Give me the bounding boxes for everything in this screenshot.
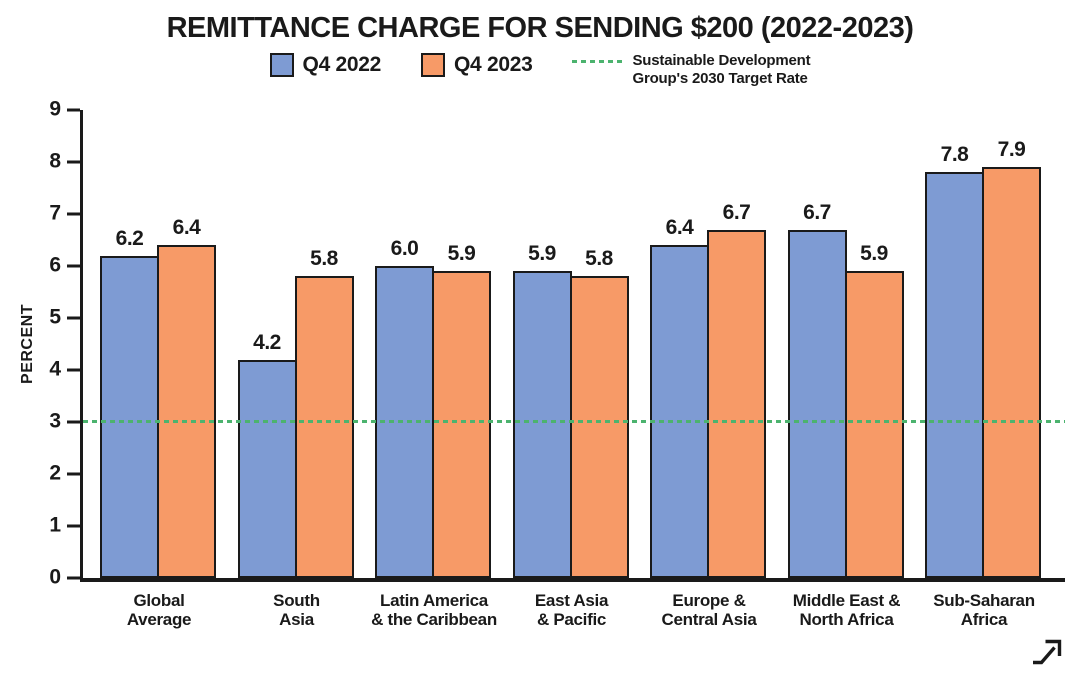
y-axis-tick-label: 5 — [49, 305, 61, 329]
bar-q4-2023: 5.9 — [432, 242, 491, 578]
bar-value-label: 6.4 — [172, 216, 201, 240]
bar-value-label: 4.2 — [253, 330, 281, 354]
y-axis-tick — [67, 524, 80, 528]
y-axis-tick-label: 2 — [49, 461, 61, 485]
x-category-label: South Asia — [273, 591, 320, 630]
y-axis-tick — [67, 472, 80, 476]
bar-q4-2023: 5.8 — [294, 247, 354, 578]
legend-item-q4-2022: Q4 2022 — [269, 52, 382, 78]
x-category-label: East Asia & Pacific — [534, 591, 609, 630]
legend-item-target-line: Sustainable Development Group's 2030 Tar… — [572, 52, 811, 88]
y-axis-tick — [67, 420, 80, 424]
bar-q4-2023: 7.9 — [982, 138, 1041, 578]
legend-label-q4-2023: Q4 2023 — [454, 53, 533, 76]
bar-value-label: 5.9 — [447, 242, 476, 266]
bar-q4-2022: 6.4 — [650, 216, 709, 578]
x-category-label: Middle East & North Africa — [792, 591, 901, 630]
bar-pair: 6.0 5.9 — [375, 110, 493, 578]
y-axis-title: PERCENT — [19, 304, 36, 384]
target-line — [83, 420, 1065, 424]
bar-value-label: 7.9 — [997, 138, 1026, 162]
bar-value-label: 6.7 — [803, 200, 831, 224]
bar-q4-2022: 4.2 — [237, 331, 297, 578]
bar-group: 7.8 7.9 Sub-Saharan Africa — [925, 110, 1043, 629]
x-category-label: Sub-Saharan Africa — [933, 591, 1035, 630]
chart-title: REMITTANCE CHARGE FOR SENDING $200 (2022… — [166, 12, 914, 44]
y-axis-tick — [67, 160, 80, 164]
bar-q4-2022: 7.8 — [925, 143, 984, 578]
x-category-label: Latin America & the Caribbean — [371, 591, 497, 630]
y-axis-tick-label: 8 — [49, 149, 61, 173]
bar-group: 6.2 6.4 Global Average — [100, 110, 218, 629]
legend-swatch-q4-2023 — [421, 53, 446, 77]
bar-q4-2022: 6.7 — [787, 201, 847, 578]
bar-pair: 7.8 7.9 — [925, 110, 1043, 578]
y-axis-tick — [67, 316, 80, 320]
bar-value-label: 5.9 — [528, 242, 556, 266]
bar-q4-2022: 6.2 — [100, 227, 159, 578]
bar-q4-2023: 6.7 — [707, 201, 766, 578]
legend-label-q4-2022: Q4 2022 — [302, 53, 382, 76]
bar-value-label: 6.4 — [665, 216, 694, 240]
legend-target-label: Sustainable Development Group's 2030 Tar… — [632, 52, 811, 87]
y-axis-tick-label: 4 — [49, 357, 61, 381]
bar-q4-2023: 5.9 — [844, 242, 904, 578]
y-axis-tick — [67, 108, 80, 112]
bar-pair: 6.2 6.4 — [100, 110, 218, 578]
bar-pair: 6.4 6.7 — [650, 110, 768, 578]
bar-pair: 4.2 5.8 — [237, 110, 356, 578]
bar-q4-2022: 5.9 — [512, 242, 572, 578]
y-axis-tick-label: 6 — [49, 253, 61, 277]
plot-area: 0 1 2 3 4 5 6 7 8 9 6.2 6.4 Global Average 4.2 5.8 Sou… — [49, 99, 1065, 629]
bars-area: 6.2 6.4 Global Average 4.2 5.8 South Asia 6.0 5… — [100, 110, 1043, 629]
y-axis-tick-label: 3 — [49, 409, 61, 433]
y-axis-tick-label: 0 — [49, 565, 61, 589]
trending-up-arrow-icon[interactable] — [1030, 637, 1064, 665]
bar-value-label: 6.0 — [390, 237, 419, 261]
bar-q4-2023: 6.4 — [157, 216, 216, 578]
bar-value-label: 5.8 — [310, 247, 338, 271]
bar-group: 5.9 5.8 East Asia & Pacific — [512, 110, 631, 629]
x-category-label: Europe & Central Asia — [661, 591, 757, 630]
y-axis-tick — [67, 368, 80, 372]
y-axis-tick-label: 7 — [49, 201, 61, 225]
bar-group: 6.7 5.9 Middle East & North Africa — [787, 110, 906, 629]
legend-target-dash — [572, 60, 625, 63]
bar-value-label: 6.7 — [722, 200, 751, 224]
bar-value-label: 5.8 — [585, 247, 613, 271]
bar-pair: 5.9 5.8 — [512, 110, 631, 578]
bar-group: 4.2 5.8 South Asia — [237, 110, 356, 629]
bar-q4-2023: 5.8 — [569, 247, 629, 578]
y-axis-tick — [67, 576, 80, 580]
y-axis-tick — [67, 212, 80, 216]
legend: Q4 2022 Q4 2023 Sustainable Development … — [0, 52, 1080, 88]
y-axis-tick — [67, 264, 80, 268]
bar-pair: 6.7 5.9 — [787, 110, 906, 578]
legend-swatch-q4-2022 — [269, 53, 294, 77]
bar-group: 6.0 5.9 Latin America & the Caribbean — [371, 110, 497, 629]
y-axis-tick-label: 1 — [49, 513, 61, 537]
bar-value-label: 7.8 — [940, 143, 969, 167]
x-category-label: Global Average — [126, 591, 192, 630]
bar-group: 6.4 6.7 Europe & Central Asia — [650, 110, 768, 629]
legend-item-q4-2023: Q4 2023 — [421, 52, 533, 78]
bar-value-label: 5.9 — [860, 242, 888, 266]
y-axis-tick-label: 9 — [49, 97, 61, 121]
bar-value-label: 6.2 — [115, 226, 144, 250]
